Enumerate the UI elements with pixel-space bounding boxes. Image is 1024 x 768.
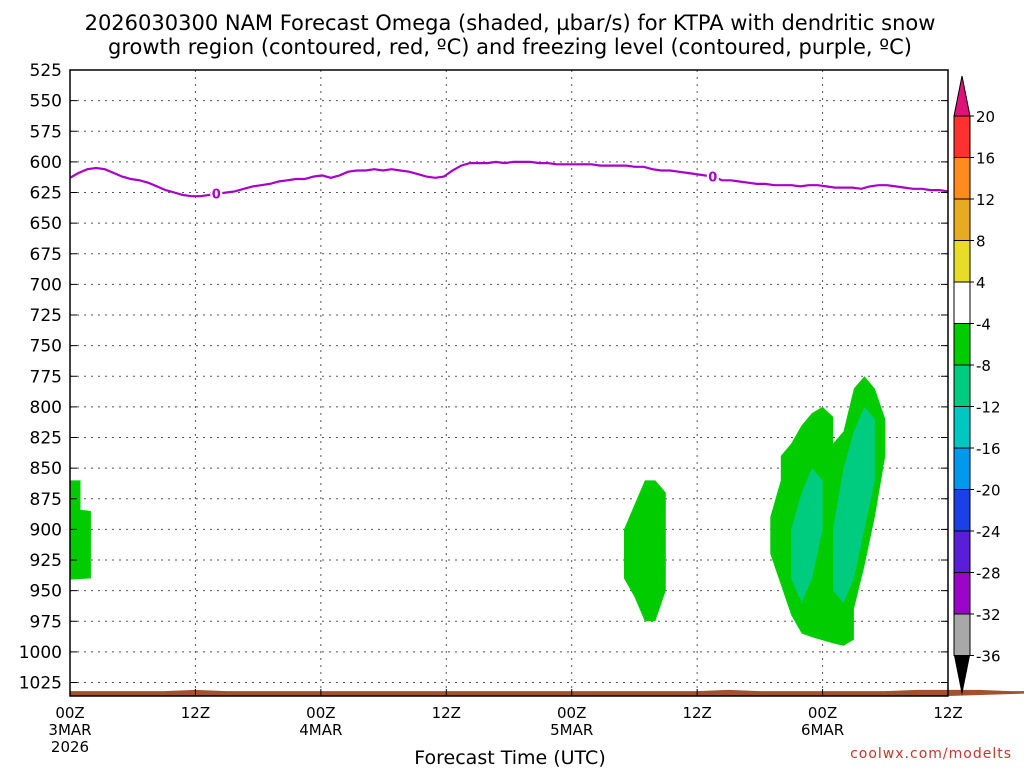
y-tick-label: 725 xyxy=(30,306,62,326)
y-tick-label: 775 xyxy=(30,367,62,387)
colorbar-label: -16 xyxy=(976,440,1001,458)
y-tick-label: 875 xyxy=(30,490,62,510)
credit-text: coolwx.com/modelts xyxy=(850,746,1012,762)
colorbar-label: -12 xyxy=(976,399,1001,417)
y-tick-label: 850 xyxy=(30,459,62,479)
colorbar-label: -28 xyxy=(976,565,1001,583)
y-tick-label: 975 xyxy=(30,612,62,632)
colorbar-label: 4 xyxy=(976,274,986,292)
colorbar-label: -36 xyxy=(976,648,1001,666)
x-axis-title: Forecast Time (UTC) xyxy=(414,747,605,768)
colorbar-label: 8 xyxy=(976,233,986,251)
omega-shading xyxy=(70,376,886,646)
y-tick-label: 550 xyxy=(30,92,62,112)
freezing-level-line xyxy=(69,160,949,198)
ground-surface xyxy=(70,689,1024,696)
colorbar-bottom-arrow xyxy=(954,655,970,696)
x-tick-label: 5MAR xyxy=(550,721,593,739)
x-tick-label: 4MAR xyxy=(299,721,342,739)
y-tick-label: 1000 xyxy=(19,643,62,663)
y-tick-label: 825 xyxy=(30,429,62,449)
colorbar-label: 12 xyxy=(976,191,995,209)
colorbar-swatch xyxy=(953,115,971,158)
pressure-axis: 525 550 575 600 625 650 675 700 725 750 775 800 825 8… xyxy=(19,61,948,694)
y-tick-label: 925 xyxy=(30,551,62,571)
colorbar-label: -24 xyxy=(976,523,1001,541)
freezing-level-label: 0 xyxy=(212,188,221,203)
colorbar-label: -20 xyxy=(976,482,1001,500)
x-tick-label: 12Z xyxy=(933,704,962,722)
x-tick-label: 12Z xyxy=(181,704,210,722)
x-tick-label: 2026 xyxy=(51,738,89,756)
y-tick-label: 525 xyxy=(30,61,62,81)
colorbar-swatch xyxy=(953,447,971,490)
y-tick-label: 800 xyxy=(30,398,62,418)
colorbar-swatch xyxy=(953,613,971,656)
omega-region xyxy=(624,480,666,622)
y-tick-label: 600 xyxy=(30,153,62,173)
colorbar-swatch xyxy=(953,489,971,532)
x-tick-label: 3MAR xyxy=(48,721,91,739)
colorbar-swatch xyxy=(953,323,971,366)
colorbar-label: 16 xyxy=(976,150,995,168)
omega-region xyxy=(70,480,91,580)
x-tick-label: 00Z xyxy=(557,704,586,722)
colorbar-swatch xyxy=(953,530,971,573)
omega-region xyxy=(791,468,823,603)
y-tick-label: 625 xyxy=(30,184,62,204)
colorbar-swatch xyxy=(953,157,971,200)
x-tick-label: 00Z xyxy=(306,704,335,722)
ground-band xyxy=(70,689,1024,696)
plot-frame xyxy=(69,69,949,697)
freezing-level-label: 0 xyxy=(708,171,717,186)
freezing-label-bg xyxy=(706,168,719,185)
title-line-1: 2026030300 NAM Forecast Omega (shaded, µ… xyxy=(85,11,936,35)
title-line-2: growth region (contoured, red, ºC) and f… xyxy=(108,35,912,59)
y-tick-label: 675 xyxy=(30,245,62,265)
colorbar-swatch xyxy=(953,572,971,615)
omega-region xyxy=(833,406,875,603)
x-tick-label: 00Z xyxy=(55,704,84,722)
y-tick-label: 575 xyxy=(30,122,62,142)
y-tick-label: 750 xyxy=(30,337,62,357)
colorbar-swatch xyxy=(953,364,971,407)
y-tick-label: 900 xyxy=(30,520,62,540)
colorbar-label: -8 xyxy=(976,357,991,375)
colorbar-label: -4 xyxy=(976,316,991,334)
colorbar-swatch xyxy=(953,198,971,241)
colorbar-top-arrow xyxy=(953,75,971,117)
x-tick-label: 00Z xyxy=(808,704,837,722)
colorbar-swatch xyxy=(953,240,971,283)
colorbar: 20 16 12 8 4 -4 -8 -12 -16 -20 -24 -28 -32 -36 xyxy=(953,75,1001,696)
colorbar-label: 20 xyxy=(976,108,995,126)
y-tick-label: 1025 xyxy=(19,674,62,694)
x-tick-label: 6MAR xyxy=(801,721,844,739)
x-tick-label: 12Z xyxy=(432,704,461,722)
y-tick-label: 700 xyxy=(30,275,62,295)
freezing-label-bg xyxy=(210,185,223,202)
colorbar-label: -32 xyxy=(976,606,1001,624)
colorbar-swatch xyxy=(953,281,971,324)
x-tick-label: 12Z xyxy=(682,704,711,722)
y-tick-label: 950 xyxy=(30,582,62,602)
freezing-level-contour: 00 xyxy=(69,160,949,203)
y-tick-label: 650 xyxy=(30,214,62,234)
colorbar-swatch xyxy=(953,406,971,449)
